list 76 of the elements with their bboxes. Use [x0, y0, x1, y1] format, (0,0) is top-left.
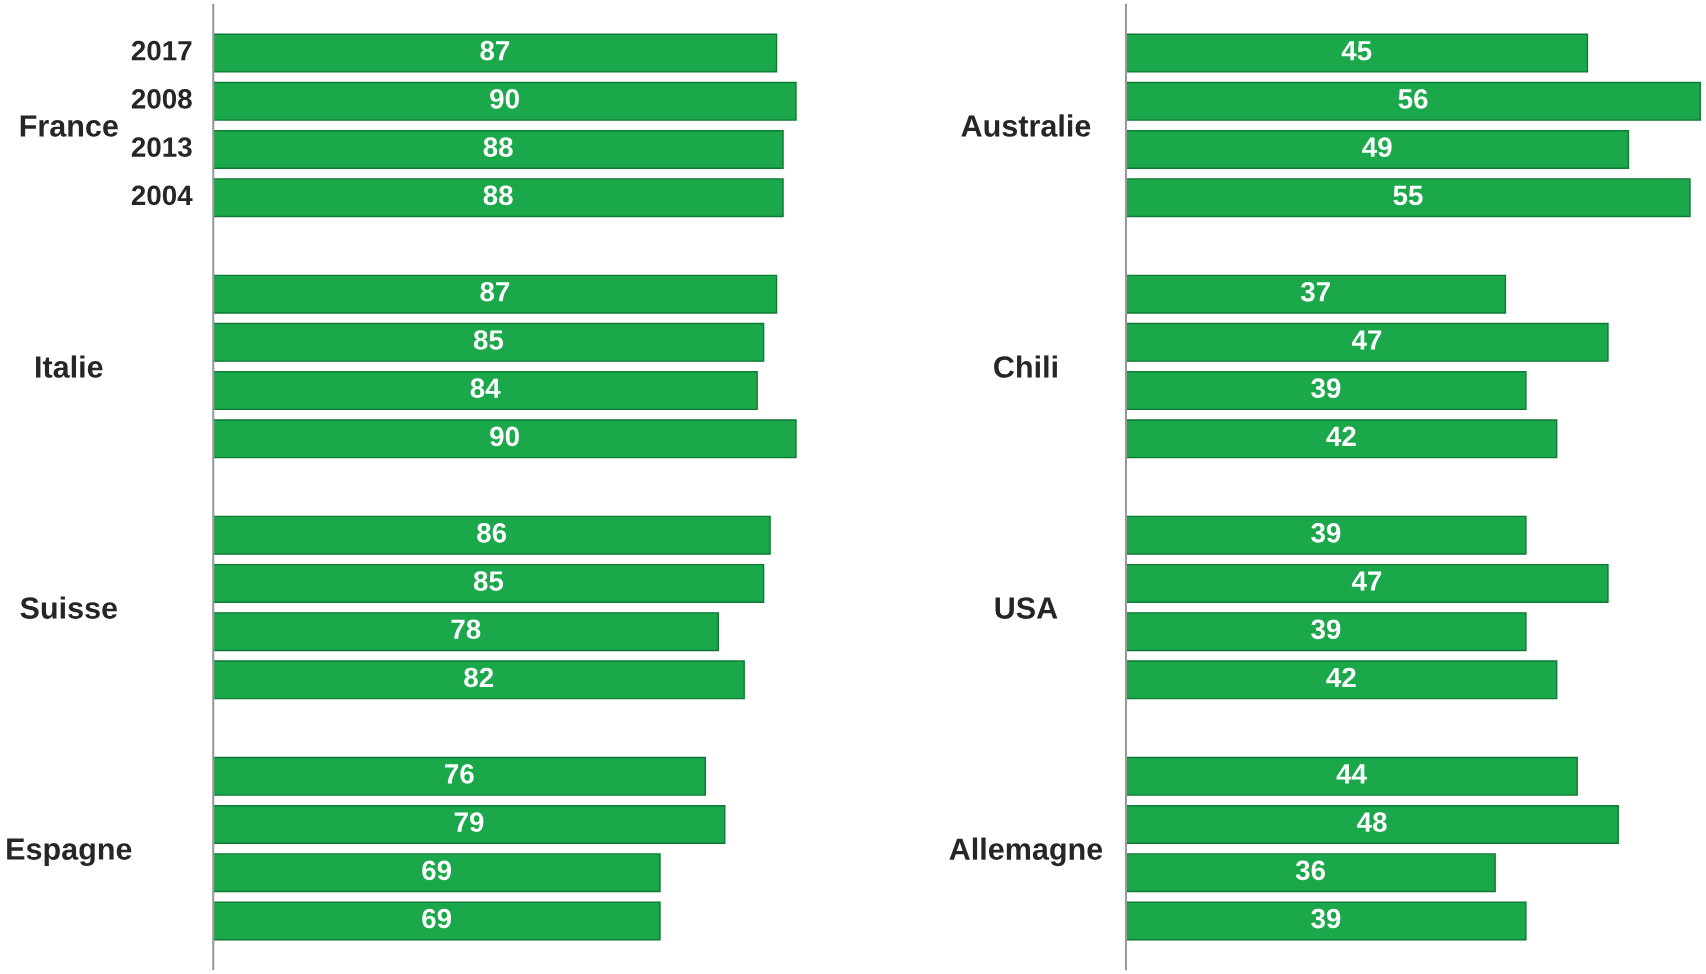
bar — [213, 660, 745, 700]
bar — [1125, 660, 1558, 700]
y-tick-label: Australie — [961, 114, 1091, 137]
bar — [213, 33, 778, 73]
data-label: 90 — [490, 426, 519, 447]
bar — [213, 563, 765, 603]
data-label: 76 — [445, 764, 474, 784]
data-label: 39 — [1311, 619, 1341, 640]
bar — [1125, 371, 1527, 411]
data-label: 85 — [473, 571, 504, 591]
data-label: 44 — [1336, 764, 1367, 784]
bar — [1125, 178, 1691, 218]
bar — [1125, 563, 1609, 603]
bar — [1125, 419, 1558, 459]
data-label: 42 — [1326, 667, 1356, 688]
y-tick-label: Allemagne — [949, 837, 1103, 867]
bar — [213, 419, 797, 459]
bar — [213, 756, 707, 796]
y-tick-label: Espagne — [7, 838, 132, 867]
data-label: 49 — [1362, 137, 1392, 157]
data-label: 69 — [422, 860, 452, 881]
data-label: 84 — [470, 378, 501, 399]
bar — [1125, 756, 1578, 796]
bar — [213, 274, 778, 314]
bar — [1125, 81, 1701, 121]
y-tick-label: France — [20, 115, 118, 137]
bar — [1125, 901, 1527, 941]
data-label: 69 — [422, 908, 452, 929]
bar — [1125, 853, 1496, 893]
data-label: 45 — [1341, 41, 1372, 61]
data-label: 87 — [480, 281, 510, 302]
bar — [1125, 274, 1507, 314]
data-label: 39 — [1311, 908, 1341, 929]
y-tick-label: Suisse — [20, 596, 118, 619]
data-label: 88 — [483, 185, 513, 206]
data-label: 86 — [477, 523, 507, 543]
data-label: 82 — [464, 667, 494, 688]
bar — [1125, 130, 1630, 170]
bar — [1125, 515, 1527, 555]
data-label: 85 — [473, 330, 504, 350]
bar — [213, 371, 758, 411]
data-label: 90 — [490, 89, 519, 109]
y-tick-label: USA — [995, 597, 1058, 619]
data-label: 36 — [1295, 860, 1325, 881]
data-label: 39 — [1311, 523, 1341, 543]
bar — [213, 901, 661, 941]
data-label: 79 — [454, 812, 484, 832]
bar — [213, 178, 784, 218]
data-label: 47 — [1351, 571, 1382, 591]
bar — [1125, 804, 1619, 844]
bar — [213, 130, 784, 170]
data-label: 47 — [1351, 330, 1382, 350]
y-tick-label: Italie — [36, 355, 103, 378]
bar — [213, 804, 726, 844]
series-label: 2008 — [131, 89, 192, 109]
data-label: 56 — [1398, 89, 1428, 109]
bar — [1125, 612, 1527, 652]
bar — [1125, 33, 1589, 73]
series-label: 2017 — [131, 40, 192, 61]
bar — [213, 612, 719, 652]
bar — [1125, 322, 1609, 362]
bar — [213, 515, 771, 555]
y-tick-label: Chili — [994, 355, 1057, 378]
data-label: 88 — [483, 137, 513, 157]
bar — [213, 322, 765, 362]
bar — [213, 853, 661, 893]
data-label: 78 — [451, 619, 481, 640]
data-label: 48 — [1357, 812, 1387, 832]
data-label: 87 — [480, 40, 510, 61]
series-label: 2004 — [131, 185, 193, 206]
bar — [213, 81, 797, 121]
data-label: 37 — [1300, 281, 1330, 302]
data-label: 39 — [1311, 378, 1341, 399]
data-label: 42 — [1326, 426, 1356, 446]
series-label: 2013 — [131, 137, 192, 157]
data-label: 55 — [1393, 185, 1423, 206]
